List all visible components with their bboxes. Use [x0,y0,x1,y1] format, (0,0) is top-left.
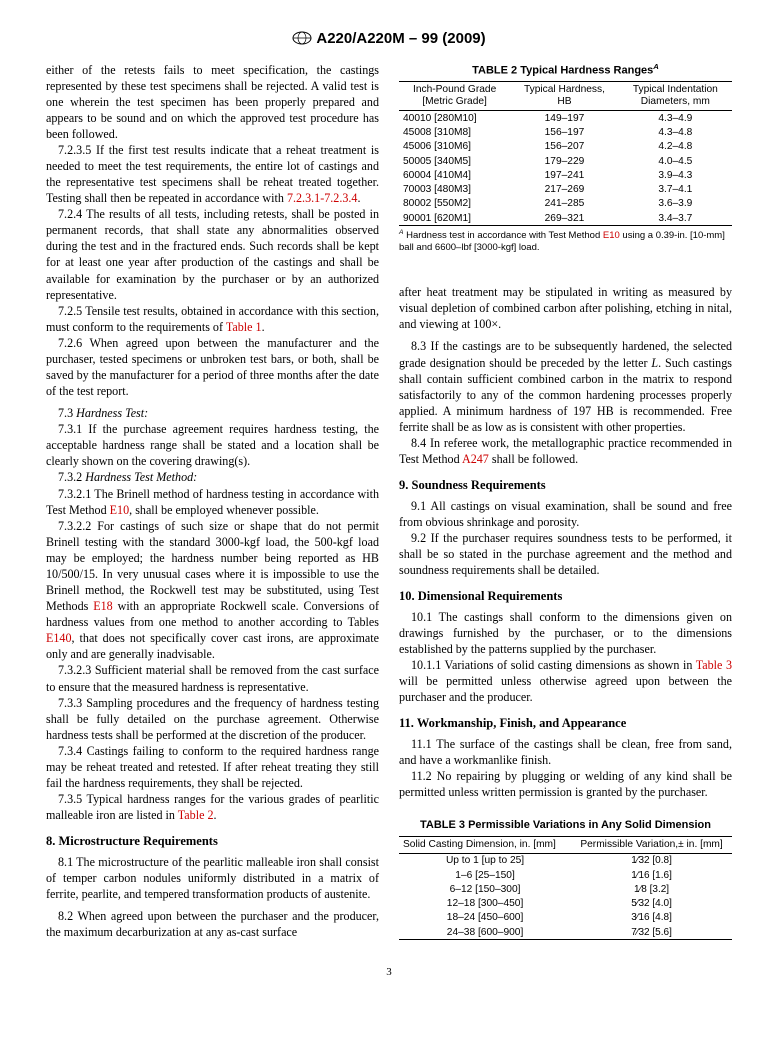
para-7-2-3-cont: either of the retests fails to meet spec… [46,62,379,142]
table-row: 18–24 [450–600]3⁄16 [4.8] [399,911,732,925]
table-3: TABLE 3 Permissible Variations in Any So… [399,818,732,940]
section-8-head: 8. Microstructure Requirements [46,833,379,850]
table-row: 60004 [410M4]197–2413.9–4.3 [399,168,732,182]
para-7-3-2-2: 7.3.2.2 For castings of such size or sha… [46,518,379,663]
table-row: 6–12 [150–300]1⁄8 [3.2] [399,882,732,896]
table-row: 45008 [310M8]156–1974.3–4.8 [399,126,732,140]
page-number: 3 [46,966,732,978]
para-7-3-2-1: 7.3.2.1 The Brinell method of hardness t… [46,486,379,518]
table2-h3: Typical IndentationDiameters, mm [619,81,732,110]
para-7-2-4: 7.2.4 The results of all tests, includin… [46,206,379,302]
para-8-2-cont: after heat treatment may be stipulated i… [399,284,732,332]
section-9-head: 9. Soundness Requirements [399,477,732,494]
xref-a247: A247 [462,452,489,466]
xref-e10: E10 [110,503,129,517]
para-7-2-5: 7.2.5 Tensile test results, obtained in … [46,303,379,335]
table2-h1: Inch-Pound Grade[Metric Grade] [399,81,510,110]
para-7-2-6: 7.2.6 When agreed upon between the manuf… [46,335,379,399]
table2-title: TABLE 2 Typical Hardness Ranges [472,64,653,76]
para-8-2: 8.2 When agreed upon between the purchas… [46,908,379,940]
table-row: 40010 [280M10]149–1974.3–4.9 [399,111,732,126]
section-11-head: 11. Workmanship, Finish, and Appearance [399,715,732,732]
para-11-1: 11.1 The surface of the castings shall b… [399,736,732,768]
para-7-3-5: 7.3.5 Typical hardness ranges for the va… [46,791,379,823]
table2-h2: Typical Hardness,HB [510,81,618,110]
table-row: 12–18 [300–450]5⁄32 [4.0] [399,897,732,911]
xref-7231: 7.2.3.1-7.2.3.4 [287,191,358,205]
xref-e140: E140 [46,631,72,645]
table3-h1: Solid Casting Dimension, in. [mm] [399,836,571,853]
table2-footnote: A Hardness test in accordance with Test … [399,229,732,254]
table3-title: TABLE 3 Permissible Variations in Any So… [399,818,732,833]
table-row: 50005 [340M5]179–2294.0–4.5 [399,154,732,168]
head-7-3: 7.3 Hardness Test: [46,405,379,421]
para-11-2: 11.2 No repairing by plugging or welding… [399,768,732,800]
table-row: 90001 [620M1]269–3213.4–3.7 [399,211,732,226]
table-row: 24–38 [600–900]7⁄32 [5.6] [399,925,732,940]
table3-grid: Solid Casting Dimension, in. [mm] Permis… [399,836,732,941]
para-8-4: 8.4 In referee work, the metallographic … [399,435,732,467]
section-10-head: 10. Dimensional Requirements [399,588,732,605]
para-9-1: 9.1 All castings on visual examination, … [399,498,732,530]
xref-e18: E18 [93,599,112,613]
para-10-1: 10.1 The castings shall conform to the d… [399,609,732,657]
astm-logo [292,31,312,48]
table-row: 45006 [310M6]156–2074.2–4.8 [399,140,732,154]
para-7-2-3-5: 7.2.3.5 If the first test results indica… [46,142,379,206]
xref-table2: Table 2 [178,808,214,822]
table3-h2: Permissible Variation,± in. [mm] [571,836,732,853]
table-2: TABLE 2 Typical Hardness RangesA Inch-Po… [399,62,732,255]
table2-grid: Inch-Pound Grade[Metric Grade] Typical H… [399,81,732,226]
para-7-3-3: 7.3.3 Sampling procedures and the freque… [46,695,379,743]
standard-designation: A220/A220M – 99 (2009) [316,30,485,47]
para-9-2: 9.2 If the purchaser requires soundness … [399,530,732,578]
xref-table1: Table 1 [226,320,262,334]
para-7-3-1: 7.3.1 If the purchase agreement requires… [46,421,379,469]
table-row: Up to 1 [up to 25]1⁄32 [0.8] [399,853,732,868]
para-7-3-2-3: 7.3.2.3 Sufficient material shall be rem… [46,662,379,694]
table-row: 70003 [480M3]217–2693.7–4.1 [399,183,732,197]
table-row: 1–6 [25–150]1⁄16 [1.6] [399,868,732,882]
xref-table3: Table 3 [696,658,732,672]
para-8-1: 8.1 The microstructure of the pearlitic … [46,854,379,902]
para-8-3: 8.3 If the castings are to be subsequent… [399,338,732,434]
para-10-1-1: 10.1.1 Variations of solid casting dimen… [399,657,732,705]
head-7-3-2: 7.3.2 Hardness Test Method: [46,469,379,485]
para-7-3-4: 7.3.4 Castings failing to conform to the… [46,743,379,791]
document-header: A220/A220M – 99 (2009) [46,30,732,48]
table-row: 80002 [550M2]241–2853.6–3.9 [399,197,732,211]
